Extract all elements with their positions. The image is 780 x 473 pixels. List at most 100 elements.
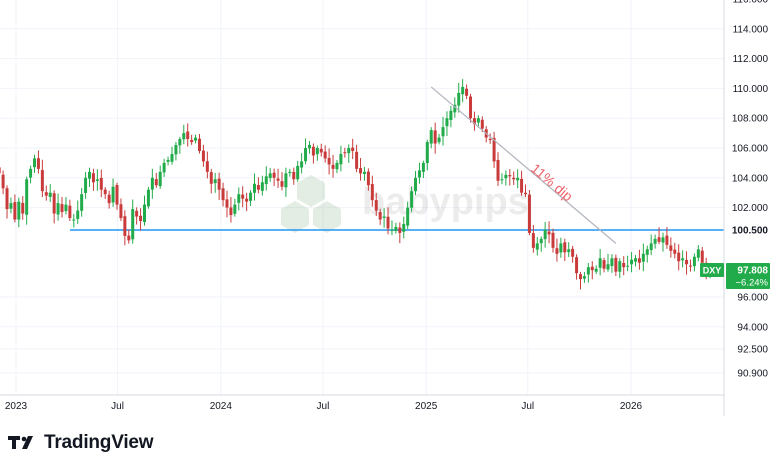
candle-body bbox=[103, 189, 107, 195]
candle bbox=[33, 154, 37, 173]
candle-body bbox=[469, 96, 473, 119]
candle bbox=[194, 134, 198, 144]
candle bbox=[527, 190, 531, 236]
candle-body bbox=[614, 257, 618, 272]
candle-body bbox=[366, 171, 370, 186]
candle bbox=[292, 167, 296, 185]
candle-body bbox=[472, 118, 476, 125]
candle-body bbox=[421, 162, 425, 172]
candle-body bbox=[229, 207, 233, 216]
candle bbox=[555, 238, 559, 262]
candle-body bbox=[60, 204, 64, 213]
candle bbox=[378, 208, 382, 225]
candle-body bbox=[637, 258, 641, 263]
candle-body bbox=[335, 162, 339, 170]
candle bbox=[637, 249, 641, 270]
candle bbox=[351, 138, 355, 160]
candle-body bbox=[264, 176, 268, 185]
candle-body bbox=[370, 184, 374, 201]
candle-body bbox=[653, 238, 657, 244]
candle-body bbox=[319, 148, 323, 153]
candle-body bbox=[288, 171, 292, 174]
candle-body bbox=[154, 179, 158, 186]
candle-body bbox=[9, 203, 13, 209]
candle-body bbox=[36, 158, 40, 169]
candle-body bbox=[512, 177, 516, 180]
candle bbox=[178, 136, 182, 154]
candle bbox=[319, 143, 323, 157]
candle-body bbox=[429, 130, 433, 144]
candle-body bbox=[551, 232, 555, 248]
candle-body bbox=[280, 181, 284, 187]
candle-body bbox=[139, 215, 143, 222]
candle-body bbox=[465, 88, 469, 96]
candles bbox=[0, 79, 712, 290]
y-tick-label: 94.000 bbox=[737, 322, 768, 333]
candle-body bbox=[402, 223, 406, 232]
candle bbox=[229, 197, 233, 223]
candle-body bbox=[563, 242, 567, 253]
candle bbox=[665, 227, 669, 249]
trendline[interactable] bbox=[430, 86, 617, 244]
candle bbox=[696, 245, 700, 262]
candle bbox=[465, 84, 469, 100]
candle bbox=[76, 200, 80, 224]
candle bbox=[410, 186, 414, 212]
candle-body bbox=[618, 261, 622, 272]
candle-body bbox=[252, 183, 256, 193]
candle-body bbox=[276, 178, 280, 181]
candle-body bbox=[535, 243, 539, 250]
candle-body bbox=[665, 235, 669, 245]
candle-body bbox=[284, 173, 288, 188]
candle-body bbox=[225, 199, 229, 208]
candle bbox=[582, 271, 586, 283]
candle-body bbox=[586, 267, 590, 275]
candle bbox=[311, 143, 315, 164]
candle bbox=[225, 190, 229, 218]
candle bbox=[158, 165, 162, 189]
candle-body bbox=[516, 177, 520, 181]
candle-body bbox=[64, 204, 68, 212]
candle-body bbox=[630, 259, 634, 265]
candle-body bbox=[311, 146, 315, 156]
candle-body bbox=[645, 249, 649, 255]
candle bbox=[618, 258, 622, 279]
candle bbox=[327, 148, 331, 175]
candle bbox=[343, 147, 347, 158]
y-tick-label: 112.000 bbox=[733, 54, 769, 65]
candle bbox=[661, 232, 665, 252]
candle bbox=[539, 236, 543, 252]
candle-body bbox=[292, 171, 296, 180]
candle bbox=[95, 169, 99, 191]
candle bbox=[382, 208, 386, 228]
candle-body bbox=[382, 216, 386, 218]
candle-body bbox=[527, 194, 531, 233]
candle bbox=[417, 162, 421, 184]
candle-body bbox=[296, 165, 300, 180]
candle bbox=[9, 197, 13, 214]
time-axis[interactable]: 2023 Jul 2024 Jul 2025 Jul 2026 bbox=[5, 401, 643, 412]
candle-body bbox=[327, 157, 331, 165]
candle bbox=[260, 175, 264, 196]
candle-body bbox=[142, 204, 146, 223]
price-axis[interactable]: 116.000 114.000 112.000 110.000 108.000 106.0… bbox=[726, 0, 770, 379]
candle bbox=[323, 145, 327, 163]
x-tick-label: Jul bbox=[521, 401, 534, 412]
candle-body bbox=[685, 259, 689, 265]
candle bbox=[441, 116, 445, 146]
candle-body bbox=[174, 145, 178, 155]
candle-body bbox=[21, 202, 25, 214]
candle bbox=[457, 82, 461, 113]
candle bbox=[64, 197, 68, 215]
candle-body bbox=[13, 202, 17, 220]
candle-body bbox=[417, 170, 421, 178]
candle bbox=[512, 171, 516, 185]
tradingview-wordmark: TradingView bbox=[44, 432, 154, 453]
candle-body bbox=[150, 177, 154, 190]
candle bbox=[394, 222, 398, 234]
candle bbox=[445, 111, 449, 136]
y-tick-label: 96.000 bbox=[737, 293, 768, 304]
candle-body bbox=[146, 189, 150, 207]
